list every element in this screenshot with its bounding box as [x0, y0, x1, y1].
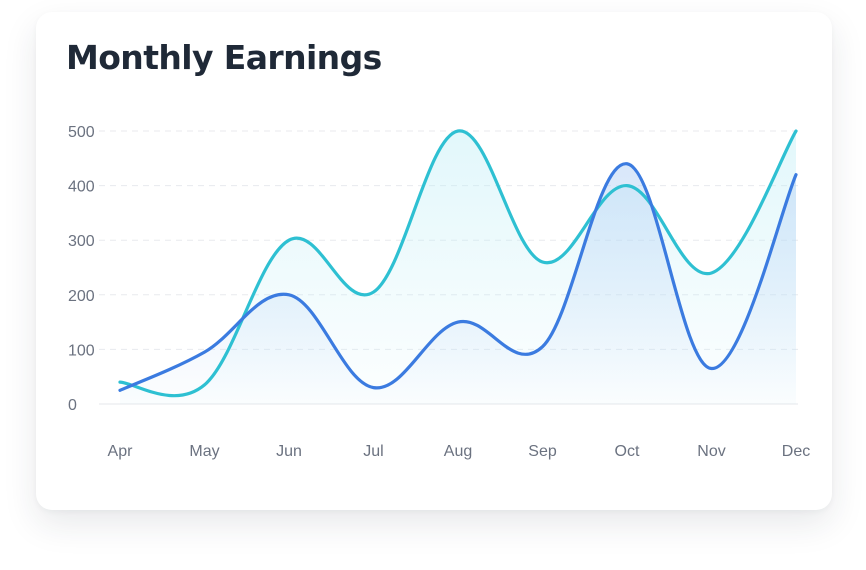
line-chart: 500 400 300 200 100 0 Apr May Jun Jul Aug Sep Oct No…	[68, 124, 811, 460]
x-tick-label: Jun	[276, 443, 302, 460]
x-axis-ticks: Apr May Jun Jul Aug Sep Oct Nov Dec	[108, 443, 811, 460]
series-areas	[120, 130, 796, 404]
x-tick-label: Dec	[782, 443, 810, 460]
x-tick-label: Sep	[528, 443, 557, 460]
series-lines	[118, 129, 798, 398]
y-tick-label: 0	[68, 397, 77, 414]
y-tick-label: 200	[68, 288, 95, 305]
y-axis-ticks: 500 400 300 200 100 0	[68, 124, 95, 414]
chart-card: Monthly Earnings 500 400 300 200 100 0 Apr May…	[36, 12, 832, 510]
y-tick-label: 100	[68, 342, 95, 359]
series-1-line	[118, 162, 798, 392]
x-tick-label: Oct	[615, 443, 640, 460]
y-tick-label: 300	[68, 233, 95, 250]
x-tick-label: May	[189, 443, 219, 460]
x-tick-label: Nov	[697, 443, 725, 460]
x-tick-label: Jul	[363, 443, 383, 460]
x-tick-label: Aug	[444, 443, 472, 460]
series-1-area	[120, 163, 796, 404]
x-tick-label: Apr	[108, 443, 134, 460]
y-tick-label: 500	[68, 124, 95, 141]
chart-title: Monthly Earnings	[66, 38, 382, 77]
y-tick-label: 400	[68, 179, 95, 196]
